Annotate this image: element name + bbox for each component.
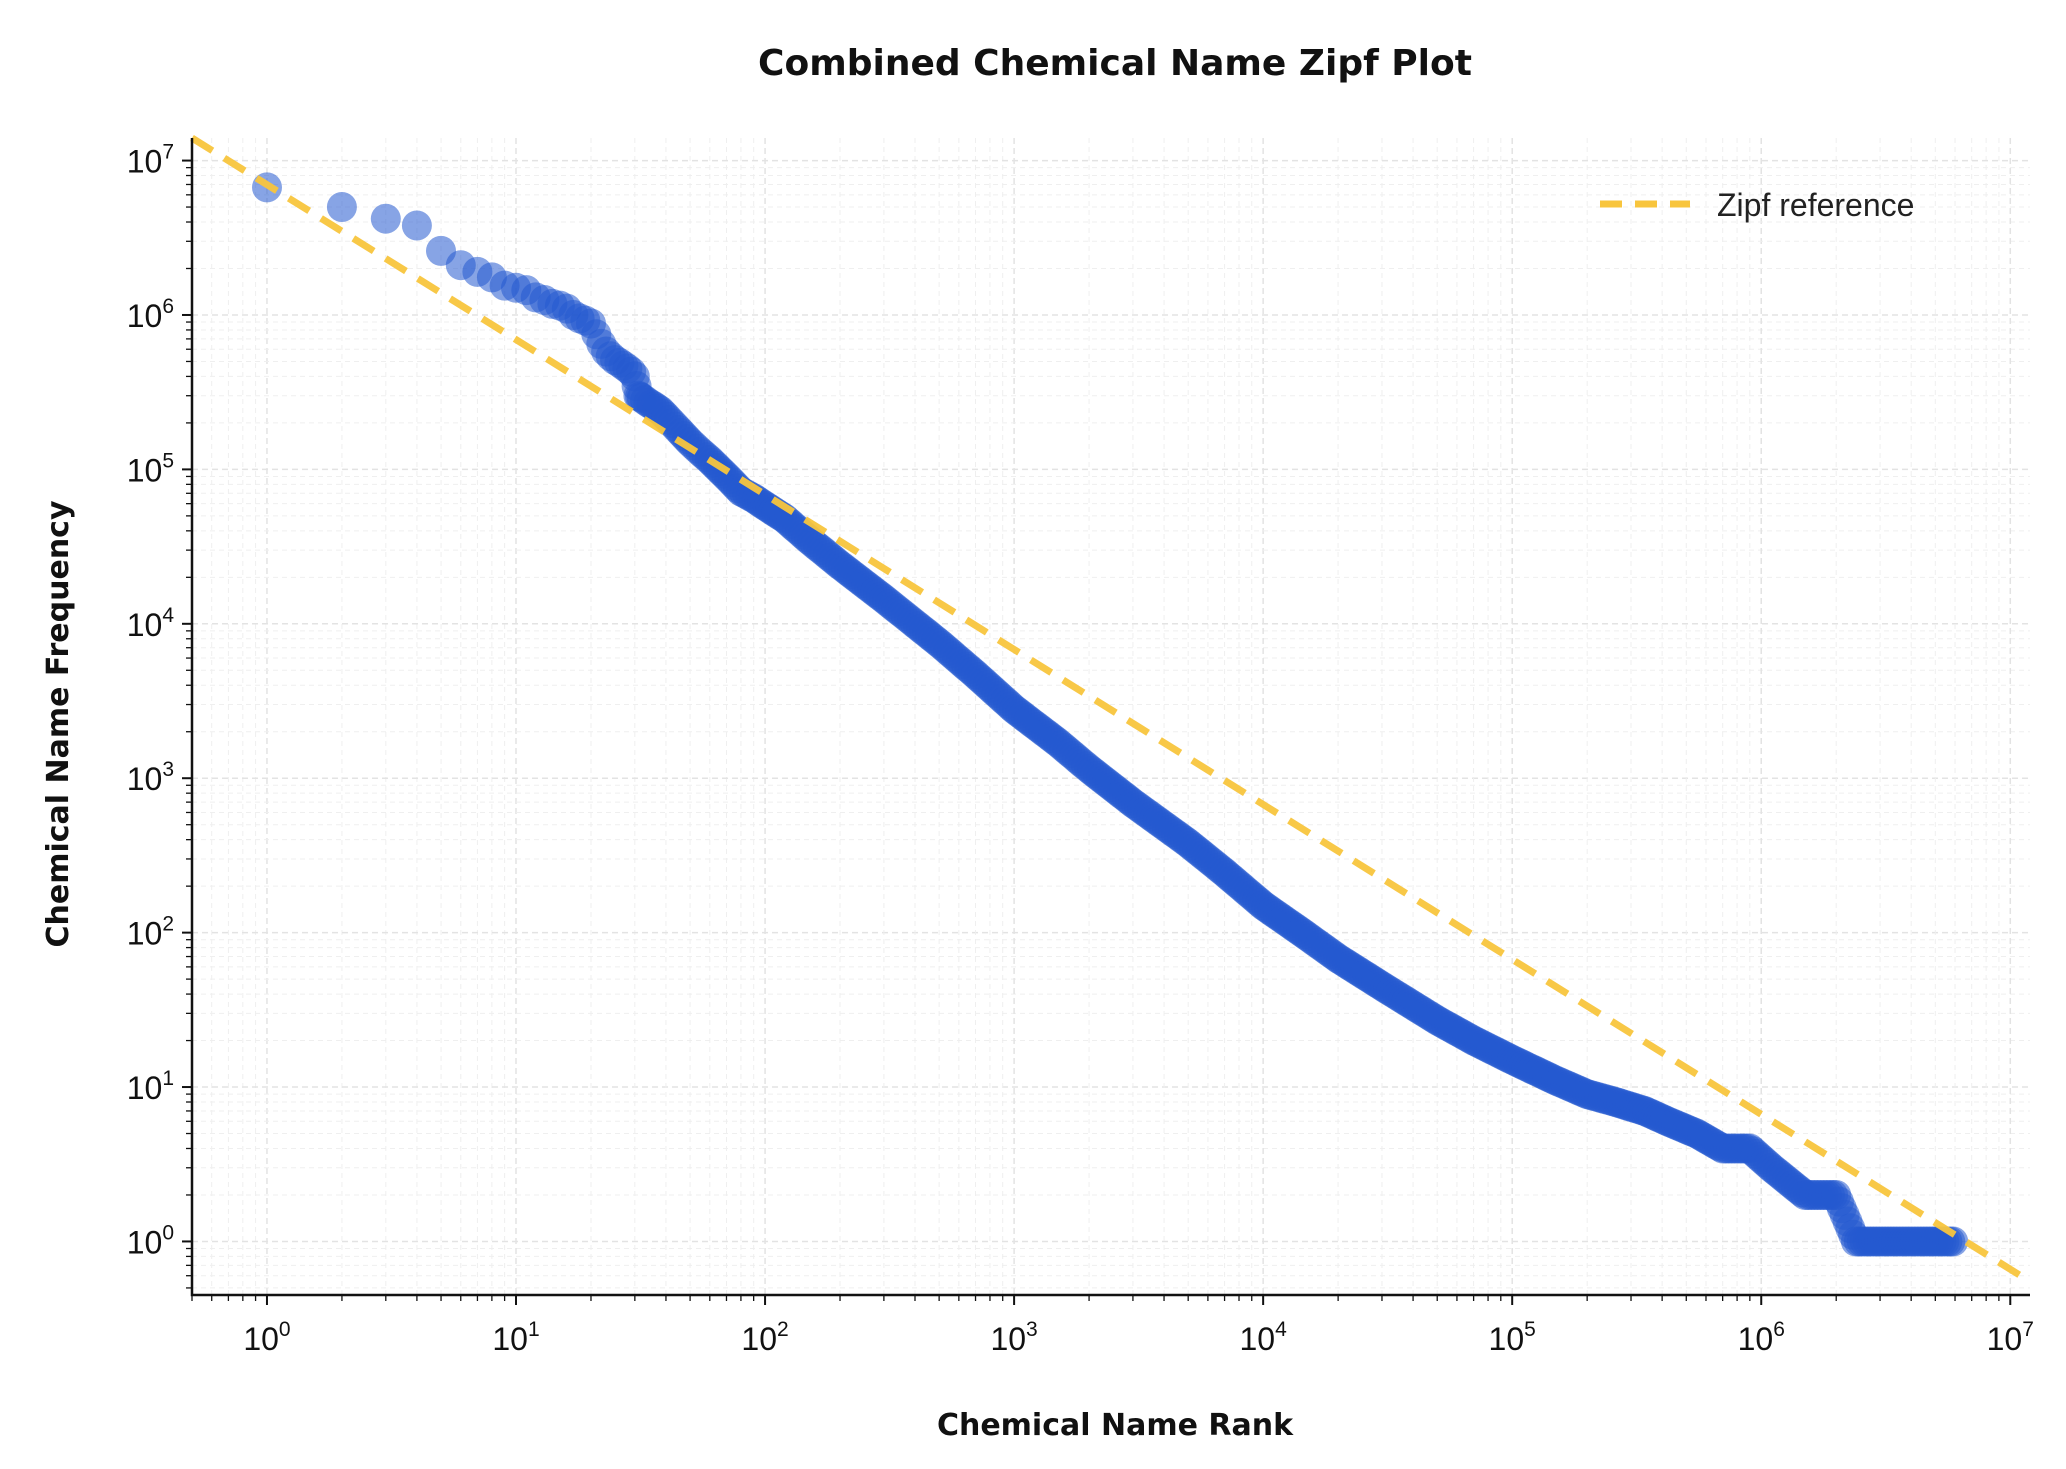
y-axis-title: Chemical Name Frequency: [41, 500, 76, 947]
x-axis-title: Chemical Name Rank: [937, 1408, 1294, 1443]
scatter-point: [401, 210, 432, 241]
legend: Zipf reference: [1600, 187, 1914, 223]
x-tick-label: 106: [1738, 1318, 1785, 1357]
scatter-points: [252, 172, 1969, 1257]
zipf-reference-line: [190, 135, 2032, 1285]
y-tick-label: 104: [127, 604, 175, 643]
y-tick-label: 105: [127, 449, 174, 488]
axes: [182, 138, 2030, 1305]
x-tick-label: 103: [990, 1318, 1037, 1357]
x-tick-label: 101: [492, 1318, 539, 1357]
axis-spines: [190, 138, 2030, 1297]
scatter-point: [326, 192, 357, 222]
y-tick-label: 103: [127, 758, 174, 797]
y-tick-label: 107: [127, 141, 174, 180]
scatter-point: [1938, 1226, 1969, 1257]
scatter-point: [370, 203, 401, 234]
y-tick-label: 101: [127, 1067, 174, 1106]
y-tick-label: 102: [127, 913, 174, 952]
x-tick-labels: 100 101 102 103 104 105 106 107: [243, 1318, 2034, 1357]
x-tick-label: 104: [1240, 1318, 1288, 1357]
chart-title: Combined Chemical Name Zipf Plot: [758, 43, 1472, 84]
legend-label-zipf: Zipf reference: [1717, 187, 1914, 223]
x-tick-label: 102: [741, 1318, 788, 1357]
grid: [191, 138, 2030, 1295]
zipf-reference-line-group: [190, 135, 2032, 1285]
y-tick-labels: 100 101 102 103 104 105 106 107: [127, 141, 175, 1261]
y-tick-label: 100: [127, 1221, 174, 1260]
x-tick-label: 105: [1489, 1318, 1536, 1357]
y-tick-label: 106: [127, 295, 174, 334]
x-tick-label: 100: [243, 1318, 290, 1357]
x-tick-label: 107: [1987, 1318, 2034, 1357]
